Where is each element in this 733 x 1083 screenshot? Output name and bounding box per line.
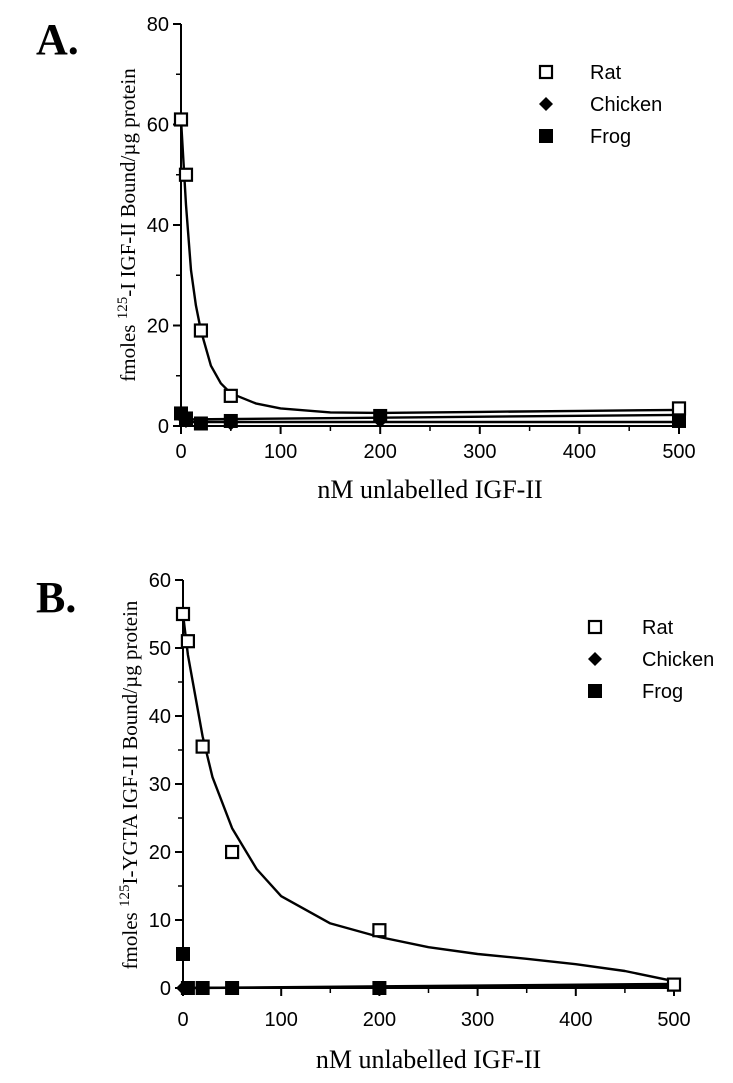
chart-panel-a: A. 0 20 40 60 80 0 100 200 300 400 500 nM unlabelled…: [36, 14, 696, 504]
data-point-chicken: [178, 413, 193, 428]
data-point-chicken: [195, 981, 210, 995]
panel-label: A.: [36, 15, 79, 64]
data-point-chicken: [672, 414, 686, 429]
y-tick-label: 50: [149, 638, 171, 660]
data-point-rat: [671, 401, 687, 416]
x-tick-label: 0: [177, 1009, 188, 1031]
legend-label-chicken: Chicken: [590, 94, 662, 116]
y-tick-label: 60: [149, 570, 171, 592]
data-point-rat: [193, 323, 209, 338]
data-point-rat: [175, 606, 191, 622]
data-point-rat: [225, 844, 240, 860]
fit-curve-frog: [182, 982, 675, 990]
x-tick-label: 0: [175, 441, 186, 463]
x-axis-label: nM unlabelled IGF-II: [317, 475, 542, 504]
data-point-frog: [176, 947, 190, 961]
x-tick-label: 400: [559, 1009, 592, 1031]
legend-label-rat: Rat: [642, 617, 674, 639]
data-point-rat: [195, 739, 210, 754]
x-tick-label: 100: [265, 1009, 298, 1031]
legend-label-chicken: Chicken: [642, 649, 714, 671]
data-point-rat: [173, 112, 189, 127]
data-point-chicken: [193, 416, 208, 431]
y-tick-label: 10: [149, 910, 171, 932]
y-tick-label: 0: [158, 416, 169, 438]
data-point-chicken: [373, 413, 388, 428]
legend-label-frog: Frog: [642, 681, 683, 703]
y-tick-label: 40: [147, 215, 169, 237]
data-point-chicken: [180, 981, 195, 995]
y-axis-label: fmoles 125I-YGTA IGF-II Bound/µg protein: [117, 600, 142, 969]
legend-marker-frog: [588, 684, 602, 698]
y-tick-label: 0: [160, 978, 171, 1000]
x-tick-label: 100: [264, 441, 297, 463]
fit-curve-rat: [179, 119, 680, 415]
legend-label-rat: Rat: [590, 62, 622, 84]
data-point-rat: [372, 923, 387, 938]
legend-marker-chicken: [539, 97, 553, 111]
x-tick-label: 200: [364, 441, 397, 463]
x-tick-label: 500: [662, 441, 695, 463]
legend-marker-chicken: [588, 652, 602, 666]
panel-label: B.: [36, 573, 76, 622]
y-tick-label: 80: [147, 14, 169, 36]
legend-marker-frog: [539, 129, 553, 143]
x-tick-label: 300: [463, 441, 496, 463]
y-tick-label: 40: [149, 706, 171, 728]
data-point-rat: [666, 977, 682, 992]
chart-panel-b: B. 0 10 20 30 40 50 60 0 100 200 300 400 500 nM unlabe…: [36, 570, 714, 1074]
y-tick-label: 30: [149, 774, 171, 796]
legend: Rat Chicken Frog: [587, 617, 714, 703]
data-point-rat: [180, 634, 196, 649]
y-tick-label: 20: [149, 842, 171, 864]
data-point-chicken: [223, 416, 238, 431]
legend-marker-rat: [587, 619, 603, 635]
legend: Rat Chicken Frog: [538, 62, 662, 148]
x-tick-label: 400: [563, 441, 596, 463]
data-point-rat: [223, 388, 238, 403]
fit-curve-rat: [181, 613, 675, 983]
y-tick-label: 20: [147, 316, 169, 338]
fit-curve-frog: [180, 413, 680, 421]
x-tick-label: 200: [363, 1009, 396, 1031]
x-tick-label: 300: [461, 1009, 494, 1031]
y-tick-label: 60: [147, 115, 169, 137]
legend-marker-rat: [538, 64, 554, 80]
legend-label-frog: Frog: [590, 126, 631, 148]
data-point-chicken: [225, 981, 240, 995]
data-point-rat: [178, 167, 194, 182]
x-tick-label: 500: [657, 1009, 690, 1031]
x-axis-label: nM unlabelled IGF-II: [316, 1045, 541, 1074]
y-axis-label: fmoles 125-I IGF-II Bound/µg protein: [115, 68, 140, 382]
data-point-chicken: [372, 981, 387, 995]
